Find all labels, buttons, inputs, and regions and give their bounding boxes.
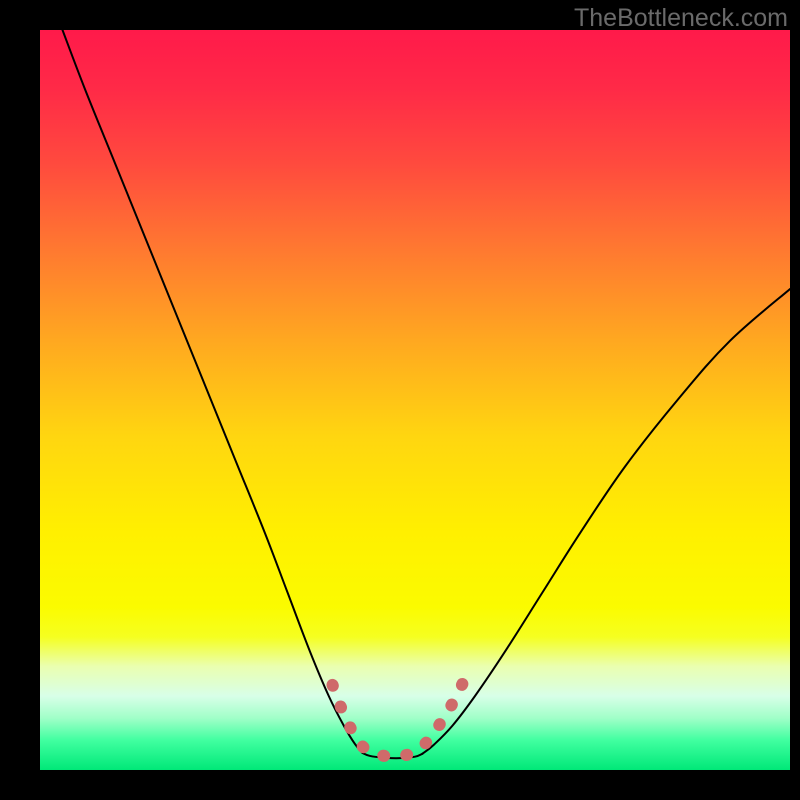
plot-area — [40, 30, 790, 770]
watermark-text: TheBottleneck.com — [574, 4, 788, 33]
chart-svg — [40, 30, 790, 770]
chart-canvas: TheBottleneck.com — [0, 0, 800, 800]
